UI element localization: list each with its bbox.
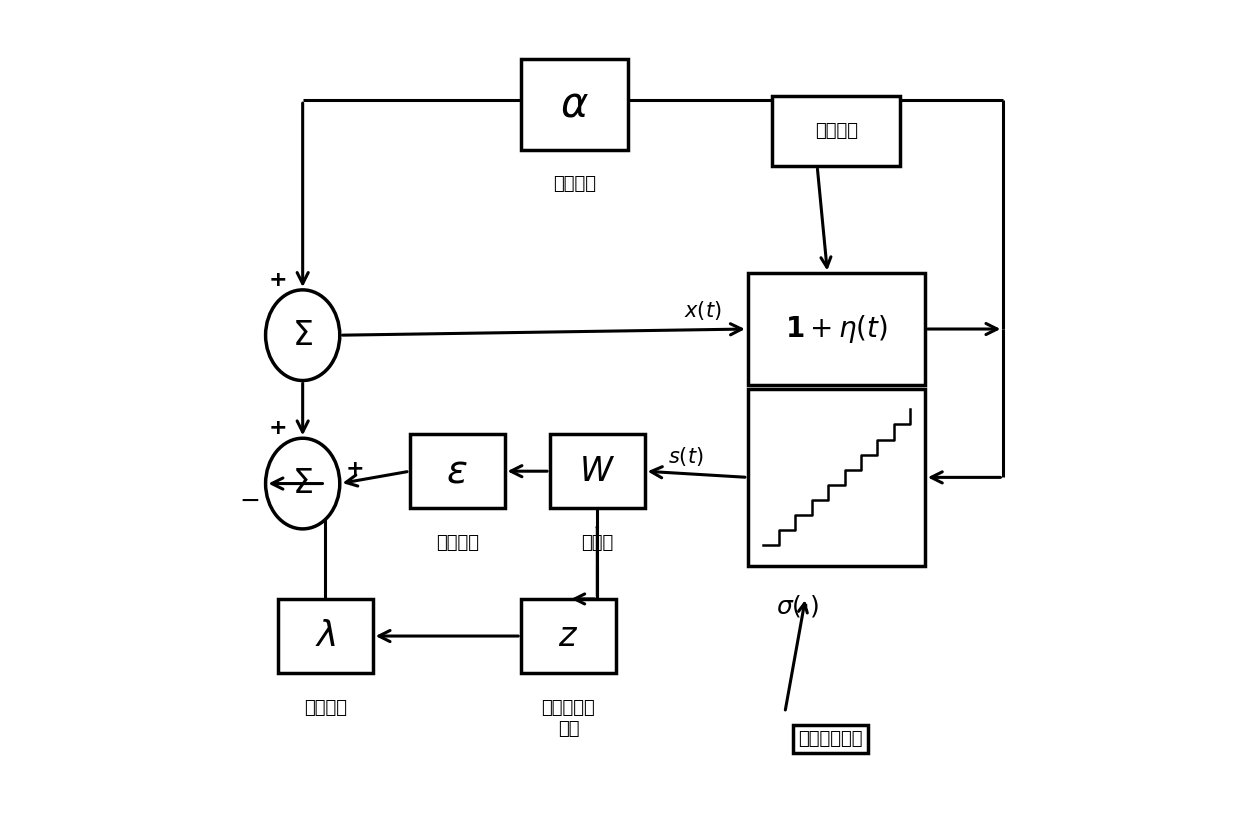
Text: 新的激活函数: 新的激活函数 [797,730,863,748]
Bar [748,389,925,566]
Text: +: + [345,459,363,479]
Text: 随机噪声: 随机噪声 [815,122,858,141]
Text: $W$: $W$ [579,455,615,488]
Text: 扰动系数: 扰动系数 [553,175,596,194]
Text: $\Sigma$: $\Sigma$ [293,318,314,351]
Text: 衰减因子: 衰减因子 [304,699,347,717]
Text: 权矩阵: 权矩阵 [582,534,614,552]
Text: 自反馈链接
权值: 自反馈链接 权值 [542,699,595,738]
Ellipse shape [265,290,340,380]
Bar [521,599,616,673]
Bar [773,96,900,166]
Bar [551,434,645,509]
Bar [410,434,505,509]
Text: $\lambda$: $\lambda$ [315,619,336,653]
Text: $x(t)$: $x(t)$ [683,299,722,323]
Text: $z$: $z$ [558,619,579,653]
Text: 耦合因子: 耦合因子 [435,534,479,552]
Text: $\mathbf{1}+\eta(t)$: $\mathbf{1}+\eta(t)$ [785,313,888,345]
Bar [278,599,373,673]
Text: $\sigma(\cdot)$: $\sigma(\cdot)$ [776,592,818,619]
Ellipse shape [265,438,340,529]
Text: +: + [269,418,288,438]
Text: $\varepsilon$: $\varepsilon$ [446,452,467,490]
Bar [748,274,925,385]
Text: +: + [269,270,288,290]
Text: $\Sigma$: $\Sigma$ [293,467,314,500]
Text: $s(t)$: $s(t)$ [668,445,704,468]
Text: $\alpha$: $\alpha$ [560,84,589,126]
Text: $-$: $-$ [239,488,259,512]
Bar [521,59,629,150]
